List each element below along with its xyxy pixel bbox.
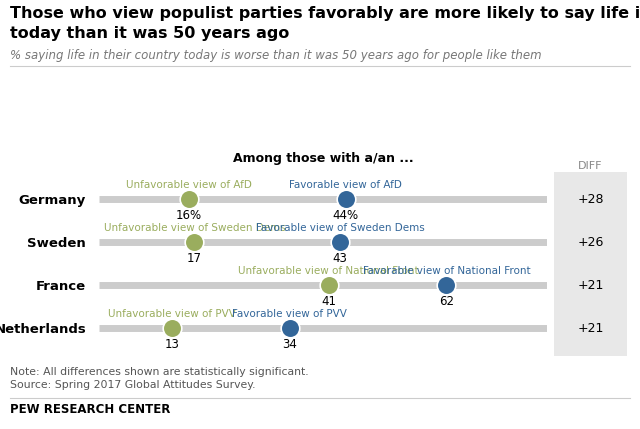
Text: Favorable view of Sweden Dems: Favorable view of Sweden Dems <box>255 223 424 233</box>
Text: Among those with a/an ...: Among those with a/an ... <box>233 152 413 165</box>
Text: 34: 34 <box>282 338 297 350</box>
Text: Unfavorable view of Sweden Dems: Unfavorable view of Sweden Dems <box>104 223 285 233</box>
Text: today than it was 50 years ago: today than it was 50 years ago <box>10 26 289 41</box>
Text: 16%: 16% <box>176 209 202 222</box>
Text: 44%: 44% <box>333 209 358 222</box>
Text: Favorable view of National Front: Favorable view of National Front <box>363 266 530 276</box>
Text: 17: 17 <box>187 252 202 265</box>
Point <box>335 239 345 246</box>
Text: Favorable view of AfD: Favorable view of AfD <box>289 180 402 190</box>
Point <box>184 196 194 203</box>
Text: +26: +26 <box>577 236 604 249</box>
Point <box>167 325 177 332</box>
Text: +21: +21 <box>577 322 604 335</box>
Point <box>324 282 334 289</box>
Text: 43: 43 <box>333 252 348 265</box>
Text: Those who view populist parties favorably are more likely to say life is worse: Those who view populist parties favorabl… <box>10 6 640 21</box>
Point <box>285 325 295 332</box>
Text: % saying life in their country today is worse than it was 50 years ago for peopl: % saying life in their country today is … <box>10 49 541 62</box>
Text: DIFF: DIFF <box>578 161 603 171</box>
Text: 41: 41 <box>321 295 336 308</box>
Text: 62: 62 <box>439 295 454 308</box>
Text: +21: +21 <box>577 279 604 292</box>
Text: Favorable view of PVV: Favorable view of PVV <box>232 309 347 319</box>
Point <box>442 282 452 289</box>
Text: 13: 13 <box>164 338 179 350</box>
Text: +28: +28 <box>577 193 604 206</box>
Text: Unfavorable view of PVV: Unfavorable view of PVV <box>108 309 236 319</box>
Text: Unfavorable view of National Front: Unfavorable view of National Front <box>239 266 419 276</box>
Point <box>189 239 200 246</box>
Text: Source: Spring 2017 Global Attitudes Survey.: Source: Spring 2017 Global Attitudes Sur… <box>10 380 255 390</box>
Text: PEW RESEARCH CENTER: PEW RESEARCH CENTER <box>10 403 170 416</box>
Point <box>340 196 351 203</box>
Text: Note: All differences shown are statistically significant.: Note: All differences shown are statisti… <box>10 367 308 377</box>
Text: Unfavorable view of AfD: Unfavorable view of AfD <box>126 180 252 190</box>
